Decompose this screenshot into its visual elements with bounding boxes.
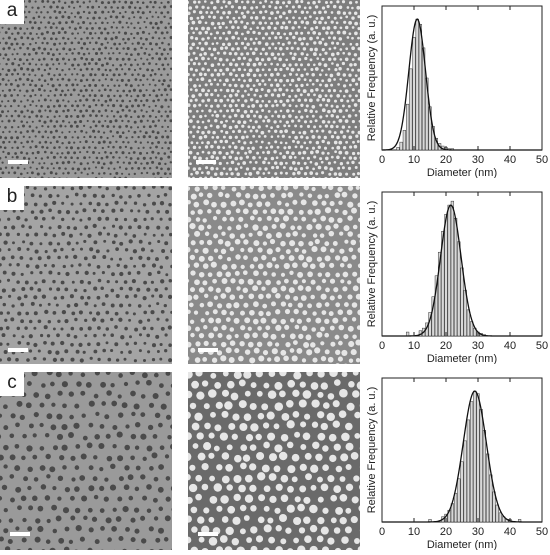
x-tick-label: 20 — [440, 154, 452, 166]
sem-image-b-right — [188, 186, 360, 364]
histogram-chart: 0 10 20 30 40 50 Diameter (nm) Relative Frequen… — [356, 372, 550, 550]
histogram-bar — [461, 462, 464, 522]
nanoparticle-array-image — [188, 186, 360, 364]
histogram-bar — [499, 513, 502, 522]
x-tick-label: 10 — [408, 340, 420, 352]
histogram-bar — [470, 402, 473, 522]
sem-image-b-left: b — [0, 186, 172, 364]
histogram-bar — [483, 430, 486, 522]
histogram-bar — [457, 479, 460, 522]
x-axis-label: Diameter (nm) — [427, 539, 497, 550]
x-tick-label: 10 — [408, 526, 420, 538]
x-tick-label: 40 — [504, 340, 516, 352]
y-axis-label: Relative Frequency (a. u.) — [366, 201, 378, 328]
histogram-bar — [416, 19, 419, 150]
histogram-bar — [486, 454, 489, 522]
histogram-bar — [397, 147, 400, 150]
porous-film-image — [0, 0, 172, 178]
histogram-bar — [467, 420, 470, 522]
x-tick-label: 40 — [504, 154, 516, 166]
histogram-bar — [477, 394, 480, 522]
sem-image-c-left: c — [0, 372, 172, 550]
histogram-bar — [406, 104, 409, 150]
x-tick-label: 0 — [379, 526, 385, 538]
image-background — [0, 372, 172, 550]
x-tick-label: 0 — [379, 340, 385, 352]
figure-row-a: a 0 10 20 30 40 50 Diameter (nm) Relative Frequ… — [0, 0, 550, 178]
y-axis-label: Relative Frequency (a. u.) — [366, 387, 378, 514]
histogram-bar — [467, 310, 470, 336]
histogram-bar — [457, 242, 460, 336]
histogram-bar — [403, 130, 406, 150]
histogram-chart: 0 10 20 30 40 50 Diameter (nm) Relative Frequen… — [356, 0, 550, 178]
porous-film-image — [0, 372, 172, 550]
y-axis-label: Relative Frequency (a. u.) — [366, 15, 378, 142]
histogram-bar — [400, 142, 403, 150]
nanoparticle-array-image — [188, 372, 360, 550]
scale-bar — [198, 348, 218, 352]
scale-bar — [8, 160, 28, 164]
scale-bar — [8, 348, 28, 352]
figure-row-c: c 0 10 20 30 40 50 Diameter (nm) Relative Frequ… — [0, 372, 550, 550]
histogram-bar — [461, 268, 464, 336]
x-tick-label: 20 — [440, 526, 452, 538]
sem-image-c-right — [188, 372, 360, 550]
histogram-bar — [473, 391, 476, 522]
x-tick-label: 30 — [472, 154, 484, 166]
histogram-bar — [413, 37, 416, 150]
histogram-chart: 0 10 20 30 40 50 Diameter (nm) Relative Frequen… — [356, 186, 550, 364]
histogram-bar — [409, 69, 412, 150]
panel-letter-c: c — [0, 372, 24, 396]
histogram-bar — [419, 24, 422, 150]
x-tick-label: 20 — [440, 340, 452, 352]
histogram-bar — [448, 205, 451, 336]
panel-letter-a: a — [0, 0, 24, 24]
x-tick-label: 0 — [379, 154, 385, 166]
scale-bar — [10, 532, 30, 536]
histogram-bar — [464, 441, 467, 522]
x-axis-label: Diameter (nm) — [427, 167, 497, 178]
panel-letter-b: b — [0, 186, 24, 210]
scale-bar — [198, 532, 218, 536]
histogram-bar — [454, 218, 457, 336]
histogram-c: 0 10 20 30 40 50 Diameter (nm) Relative Frequen… — [356, 372, 550, 550]
x-tick-label: 10 — [408, 154, 420, 166]
x-tick-label: 30 — [472, 526, 484, 538]
histogram-bar — [451, 201, 454, 336]
x-tick-label: 30 — [472, 340, 484, 352]
histogram-bar — [496, 505, 499, 522]
histogram-bar — [489, 475, 492, 522]
x-tick-label: 40 — [504, 526, 516, 538]
x-tick-label: 50 — [536, 340, 548, 352]
porous-film-image — [0, 186, 172, 364]
sem-image-a-right — [188, 0, 360, 178]
histogram-bar — [454, 493, 457, 522]
sem-image-a-left: a — [0, 0, 172, 178]
histogram-b: 0 10 20 30 40 50 Diameter (nm) Relative Frequen… — [356, 186, 550, 364]
x-tick-label: 50 — [536, 526, 548, 538]
figure-row-b: b 0 10 20 30 40 50 Diameter (nm) Relative Frequ… — [0, 186, 550, 364]
histogram-bar — [445, 214, 448, 336]
x-axis-label: Diameter (nm) — [427, 353, 497, 364]
nanoparticle-array-image — [188, 0, 360, 178]
x-tick-label: 50 — [536, 154, 548, 166]
histogram-a: 0 10 20 30 40 50 Diameter (nm) Relative Frequen… — [356, 0, 550, 178]
histogram-bar — [480, 409, 483, 522]
scale-bar — [196, 160, 216, 164]
